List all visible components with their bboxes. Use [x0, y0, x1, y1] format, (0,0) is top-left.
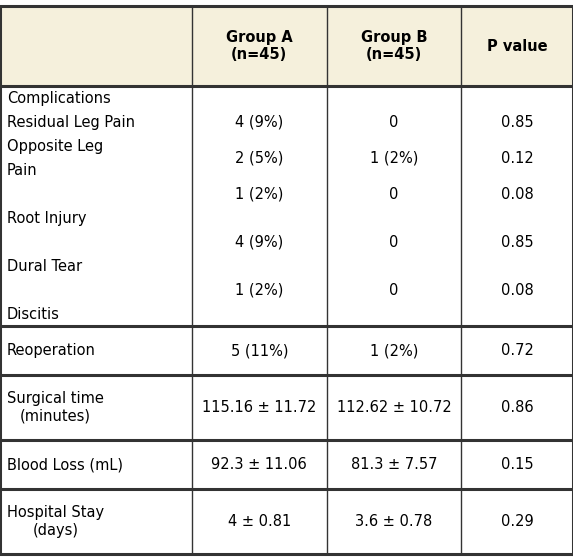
Bar: [0, 86, 192, 554]
Text: 0.72: 0.72: [501, 343, 533, 358]
Bar: [192, 6, 327, 86]
Text: 0.12: 0.12: [501, 151, 533, 166]
Text: Dural Tear: Dural Tear: [7, 259, 82, 274]
Text: 0.08: 0.08: [501, 186, 533, 202]
Text: Complications: Complications: [7, 91, 111, 106]
Bar: [327, 86, 461, 554]
Text: Root Injury: Root Injury: [7, 211, 87, 226]
Text: P value: P value: [487, 39, 547, 54]
Text: 0: 0: [389, 115, 399, 130]
Text: 4 ± 0.81: 4 ± 0.81: [227, 514, 291, 529]
Text: Surgical time
(minutes): Surgical time (minutes): [7, 391, 104, 424]
Text: 0.85: 0.85: [501, 115, 533, 130]
Text: 1 (2%): 1 (2%): [235, 283, 284, 298]
Text: 0: 0: [389, 235, 399, 250]
Text: Opposite Leg: Opposite Leg: [7, 139, 103, 153]
Text: 2 (5%): 2 (5%): [235, 151, 284, 166]
Text: 0.08: 0.08: [501, 283, 533, 298]
Text: 92.3 ± 11.06: 92.3 ± 11.06: [211, 457, 307, 472]
Text: Reoperation: Reoperation: [7, 343, 96, 358]
Text: Discitis: Discitis: [7, 307, 60, 321]
Text: 0: 0: [389, 283, 399, 298]
Text: Group B
(n=45): Group B (n=45): [360, 30, 427, 62]
Text: 1 (2%): 1 (2%): [370, 343, 418, 358]
Text: 112.62 ± 10.72: 112.62 ± 10.72: [336, 400, 452, 415]
Text: 0.86: 0.86: [501, 400, 533, 415]
Text: Residual Leg Pain: Residual Leg Pain: [7, 115, 135, 130]
Text: 3.6 ± 0.78: 3.6 ± 0.78: [355, 514, 433, 529]
Text: Pain: Pain: [7, 162, 37, 178]
Text: 81.3 ± 7.57: 81.3 ± 7.57: [351, 457, 437, 472]
Text: 0.85: 0.85: [501, 235, 533, 250]
Text: 0.29: 0.29: [501, 514, 533, 529]
Bar: [0, 6, 192, 86]
Text: 5 (11%): 5 (11%): [230, 343, 288, 358]
Text: 4 (9%): 4 (9%): [235, 115, 284, 130]
Text: 0.15: 0.15: [501, 457, 533, 472]
Text: Hospital Stay
(days): Hospital Stay (days): [7, 505, 104, 538]
Text: 115.16 ± 11.72: 115.16 ± 11.72: [202, 400, 316, 415]
Bar: [461, 6, 573, 86]
Text: 1 (2%): 1 (2%): [235, 186, 284, 202]
Text: 4 (9%): 4 (9%): [235, 235, 284, 250]
Bar: [327, 6, 461, 86]
Text: 1 (2%): 1 (2%): [370, 151, 418, 166]
Bar: [192, 86, 327, 554]
Text: Blood Loss (mL): Blood Loss (mL): [7, 457, 123, 472]
Text: Group A
(n=45): Group A (n=45): [226, 30, 293, 62]
Bar: [461, 86, 573, 554]
Text: 0: 0: [389, 186, 399, 202]
